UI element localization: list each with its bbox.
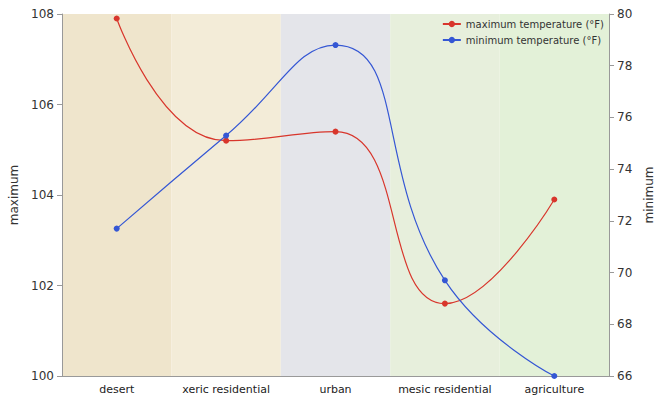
svg-text:76: 76 [617, 110, 632, 124]
svg-text:minimum: minimum [642, 167, 656, 224]
svg-text:108: 108 [31, 7, 54, 21]
svg-text:agriculture: agriculture [524, 383, 584, 396]
svg-text:78: 78 [617, 59, 632, 73]
svg-text:xeric residential: xeric residential [182, 383, 270, 396]
svg-text:minimum temperature (°F): minimum temperature (°F) [466, 35, 601, 46]
svg-text:urban: urban [319, 383, 351, 396]
svg-text:74: 74 [617, 162, 632, 176]
svg-text:desert: desert [99, 383, 135, 396]
svg-text:70: 70 [617, 266, 632, 280]
svg-text:100: 100 [31, 369, 54, 383]
svg-text:66: 66 [617, 369, 632, 383]
svg-text:mesic residential: mesic residential [398, 383, 492, 396]
svg-text:104: 104 [31, 188, 54, 202]
svg-text:106: 106 [31, 98, 54, 112]
svg-text:72: 72 [617, 214, 632, 228]
svg-text:80: 80 [617, 7, 632, 21]
svg-text:102: 102 [31, 279, 54, 293]
svg-text:maximum: maximum [7, 165, 21, 225]
svg-text:maximum temperature (°F): maximum temperature (°F) [466, 19, 604, 30]
svg-text:68: 68 [617, 317, 632, 331]
